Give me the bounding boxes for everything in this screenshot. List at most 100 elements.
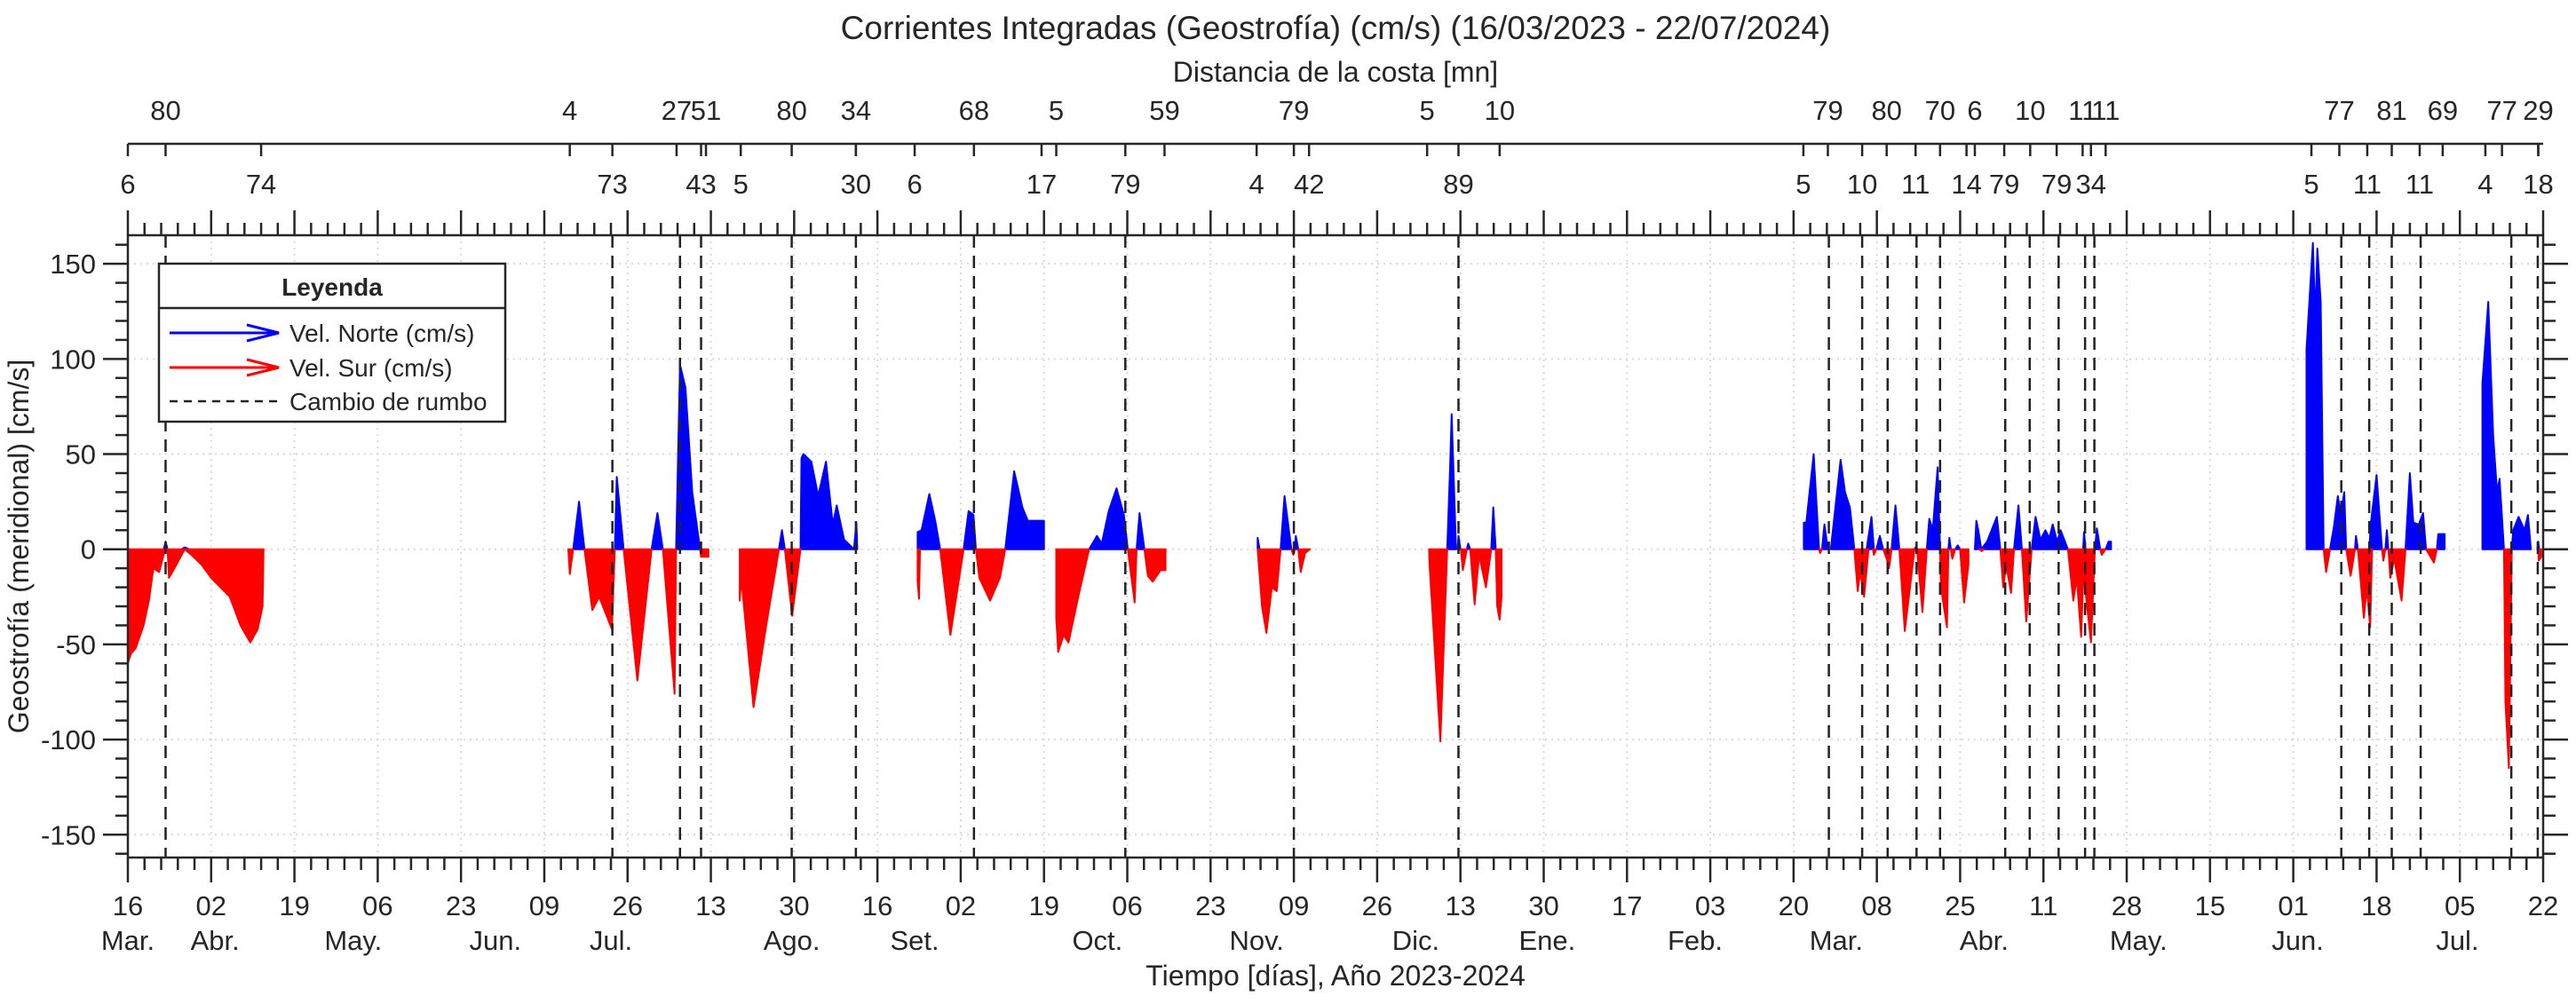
distance-label: 42 <box>1294 169 1324 200</box>
north-velocity-area <box>2436 533 2446 550</box>
north-velocity-area <box>1866 516 1875 550</box>
month-label: Mar. <box>1810 925 1863 956</box>
x-tick-label: 06 <box>362 890 392 921</box>
y-tick-label: 50 <box>66 439 96 470</box>
month-label: Jun. <box>469 925 521 956</box>
distance-label: 5 <box>1795 169 1811 200</box>
distance-label: 10 <box>1847 169 1877 200</box>
x-tick-label: 09 <box>529 890 559 921</box>
distance-label: 4 <box>2477 169 2493 200</box>
top-axis-title: Distancia de la costa [mn] <box>1173 56 1498 88</box>
distance-label: 59 <box>1149 95 1179 126</box>
x-tick-label: 22 <box>2528 890 2558 921</box>
x-tick-label: 30 <box>779 890 809 921</box>
south-velocity-area <box>1882 548 1893 570</box>
legend: Leyenda Vel. Norte (cm/s) Vel. Sur (cm/s) C… <box>157 262 507 423</box>
distance-label: 27 <box>662 95 692 126</box>
month-label: Dic. <box>1392 925 1439 956</box>
x-tick-label: 05 <box>2445 890 2475 921</box>
distance-label: 11 <box>2091 95 2120 126</box>
south-velocity-area <box>2066 548 2096 644</box>
distance-label: 79 <box>1812 95 1843 126</box>
legend-entry: Cambio de rumbo <box>289 388 487 415</box>
south-velocity-area <box>2345 548 2357 577</box>
month-label: Oct. <box>1072 925 1122 956</box>
y-tick-label: 150 <box>50 249 96 280</box>
x-tick-label: 09 <box>1279 890 1309 921</box>
distance-label: 14 <box>1951 169 1981 200</box>
x-tick-label: 06 <box>1112 890 1142 921</box>
south-velocity-area <box>1999 548 2016 594</box>
north-velocity-area <box>778 529 786 550</box>
distance-label: 30 <box>841 169 871 200</box>
south-velocity-area <box>739 548 781 708</box>
distance-label: 74 <box>246 169 276 200</box>
month-label: Set. <box>890 925 939 956</box>
distance-label: 11 <box>1901 169 1930 200</box>
x-tick-label: 13 <box>695 890 725 921</box>
x-tick-label: 16 <box>113 890 143 921</box>
north-velocity-area <box>1490 506 1497 550</box>
north-velocity-area <box>2305 241 2325 550</box>
x-tick-label: 26 <box>1362 890 1392 921</box>
north-velocity-area <box>1925 466 1941 550</box>
north-velocity-area <box>1829 459 1856 550</box>
distance-label: 79 <box>2041 169 2072 200</box>
plot-area <box>128 235 2543 858</box>
south-velocity-area <box>1256 548 1282 634</box>
y-tick-label: -150 <box>41 819 96 850</box>
north-velocity-area <box>2104 541 2112 550</box>
north-velocity-area <box>1890 504 1900 550</box>
distance-label: 18 <box>2523 169 2553 200</box>
north-velocity-area <box>1947 536 1952 550</box>
north-velocity-area <box>2510 514 2532 550</box>
north-velocity-area <box>614 476 625 550</box>
month-label: Feb. <box>1668 925 1723 956</box>
x-tick-label: 15 <box>2195 890 2225 921</box>
south-velocity-area <box>583 548 616 630</box>
month-label: Mar. <box>101 925 155 956</box>
north-velocity-area <box>1974 516 2001 550</box>
north-velocity-area <box>650 512 664 550</box>
south-velocity-area <box>662 548 678 695</box>
north-velocity-area <box>1004 470 1045 550</box>
south-velocity-area <box>622 548 653 682</box>
north-velocity-area <box>2481 301 2505 550</box>
x-tick-label: 20 <box>1779 890 1809 921</box>
distance-label: 5 <box>1420 95 1435 126</box>
legend-entry: Vel. Sur (cm/s) <box>289 354 453 382</box>
distance-label: 34 <box>841 95 871 126</box>
south-velocity-area <box>127 548 265 665</box>
distance-label: 73 <box>597 169 627 200</box>
y-tick-label: 0 <box>81 534 96 565</box>
south-velocity-area <box>1055 548 1090 653</box>
legend-box <box>157 262 507 423</box>
y-tick-label: -100 <box>41 724 96 755</box>
distance-label: 51 <box>691 95 721 126</box>
x-tick-label: 23 <box>1195 890 1225 921</box>
month-label: Ene. <box>1518 925 1575 956</box>
distance-label: 80 <box>150 95 180 126</box>
month-label: Ago. <box>764 925 820 956</box>
legend-entry: Vel. Norte (cm/s) <box>289 320 474 347</box>
north-velocity-area <box>1465 542 1471 550</box>
north-arrowhead-icon <box>246 323 280 343</box>
north-velocity-area <box>572 501 586 550</box>
distance-label: 6 <box>907 169 922 200</box>
distance-label: 79 <box>1989 169 2019 200</box>
x-tick-label: 18 <box>2361 890 2391 921</box>
month-label: Jul. <box>590 925 632 956</box>
south-velocity-area <box>1978 548 1985 552</box>
month-label: Abr. <box>191 925 240 956</box>
x-tick-label: 02 <box>946 890 976 921</box>
y-axis-title: Geostrofía (meridional) [cm/s] <box>3 360 35 733</box>
south-velocity-area <box>2322 548 2331 573</box>
distance-label: 5 <box>733 169 749 200</box>
x-tick-label: 02 <box>196 890 226 921</box>
south-velocity-area <box>1297 548 1312 573</box>
distance-label: 4 <box>1249 169 1264 200</box>
distance-label: 79 <box>1110 169 1140 200</box>
south-velocity-area <box>1915 548 1928 613</box>
distance-label: 11 <box>2068 95 2096 126</box>
